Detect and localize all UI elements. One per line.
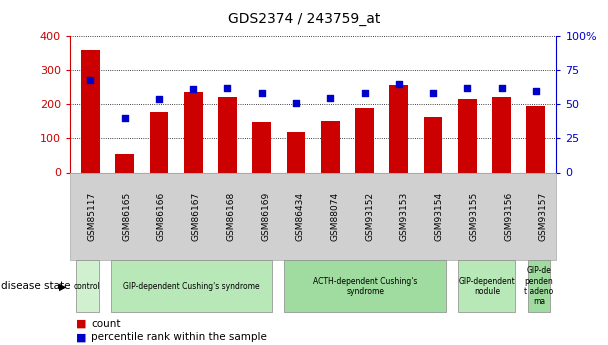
Bar <box>81 50 100 172</box>
Bar <box>184 92 202 172</box>
Text: GIP-dependent
nodule: GIP-dependent nodule <box>458 277 515 296</box>
Text: GSM88074: GSM88074 <box>331 192 339 241</box>
Text: percentile rank within the sample: percentile rank within the sample <box>91 333 267 342</box>
Bar <box>355 108 374 172</box>
Bar <box>424 117 443 172</box>
Bar <box>150 112 168 172</box>
Point <box>360 91 370 96</box>
Bar <box>218 97 237 172</box>
Point <box>463 85 472 91</box>
Point <box>120 115 130 121</box>
Text: ACTH-dependent Cushing's
syndrome: ACTH-dependent Cushing's syndrome <box>313 277 418 296</box>
Text: ■: ■ <box>76 319 86 328</box>
Text: GSM86168: GSM86168 <box>226 192 235 241</box>
Bar <box>492 97 511 172</box>
Bar <box>527 106 545 172</box>
Point <box>188 87 198 92</box>
Text: GSM85117: GSM85117 <box>88 192 96 241</box>
Text: GSM93155: GSM93155 <box>469 192 478 241</box>
Point <box>154 96 164 102</box>
Point <box>257 91 266 96</box>
Text: count: count <box>91 319 121 328</box>
Text: GSM86167: GSM86167 <box>192 192 201 241</box>
Point <box>291 100 301 106</box>
Text: GSM93156: GSM93156 <box>504 192 513 241</box>
Point <box>394 81 404 87</box>
Text: disease state: disease state <box>1 282 71 291</box>
Point <box>497 85 506 91</box>
Point <box>428 91 438 96</box>
Text: GSM86165: GSM86165 <box>122 192 131 241</box>
Text: GIP-dependent Cushing's syndrome: GIP-dependent Cushing's syndrome <box>123 282 260 291</box>
Text: GDS2374 / 243759_at: GDS2374 / 243759_at <box>228 12 380 26</box>
Point <box>531 88 541 93</box>
Bar <box>286 132 305 172</box>
Bar <box>321 121 340 172</box>
Text: control: control <box>74 282 101 291</box>
Text: GSM86166: GSM86166 <box>157 192 166 241</box>
Text: GSM86169: GSM86169 <box>261 192 270 241</box>
Text: GSM86434: GSM86434 <box>295 192 305 241</box>
Text: GSM93157: GSM93157 <box>539 192 548 241</box>
Bar <box>458 99 477 172</box>
Bar <box>116 154 134 172</box>
Text: GSM93152: GSM93152 <box>365 192 375 241</box>
Point <box>223 85 232 91</box>
Text: GSM93154: GSM93154 <box>435 192 444 241</box>
Bar <box>389 85 408 172</box>
Text: ■: ■ <box>76 333 86 342</box>
Text: GSM93153: GSM93153 <box>400 192 409 241</box>
Bar <box>252 122 271 172</box>
Text: ▶: ▶ <box>60 282 67 291</box>
Point <box>325 95 335 100</box>
Point <box>86 77 95 82</box>
Text: GIP-de
penden
t adeno
ma: GIP-de penden t adeno ma <box>524 266 553 306</box>
